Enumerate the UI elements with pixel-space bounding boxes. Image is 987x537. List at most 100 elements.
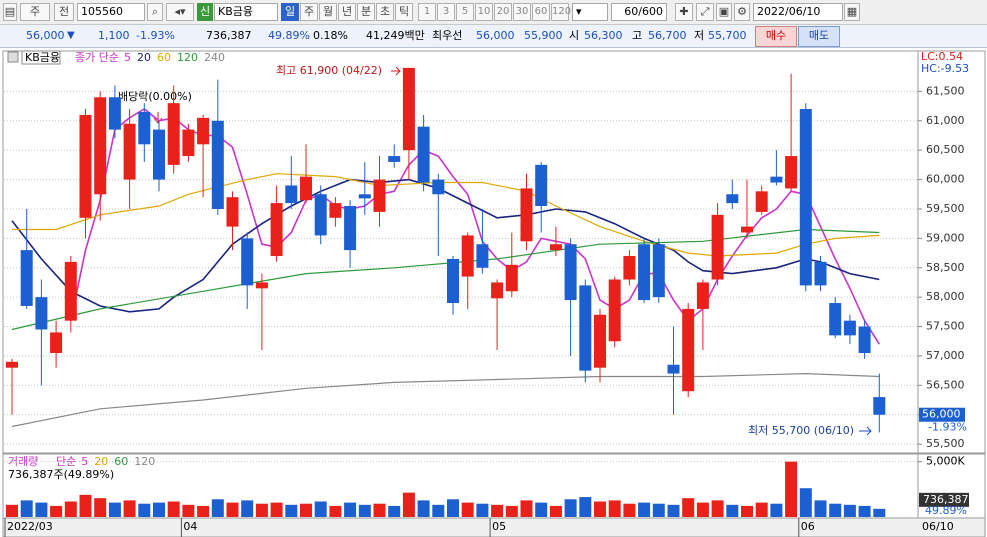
candle-body bbox=[623, 256, 636, 280]
candle-body bbox=[167, 103, 180, 165]
legend-name: KB금융 bbox=[25, 51, 60, 64]
candle-body bbox=[270, 203, 283, 256]
volume-tag bbox=[919, 492, 969, 507]
candle-body bbox=[255, 282, 268, 289]
candle-body bbox=[417, 126, 430, 183]
lc-label: LC:0.54 bbox=[921, 50, 963, 63]
interval-button[interactable]: 120 bbox=[551, 3, 571, 21]
legend-item: 120 bbox=[177, 51, 198, 64]
candle-body bbox=[388, 156, 401, 162]
period-button[interactable]: 분 bbox=[357, 3, 375, 21]
prev-button[interactable]: 전 bbox=[54, 3, 74, 21]
volume-bar bbox=[388, 505, 401, 517]
y-tick-label: 59,500 bbox=[926, 202, 965, 215]
market-select[interactable]: 주 bbox=[20, 3, 50, 21]
ma-line bbox=[11, 372, 880, 428]
save-icon[interactable]: ▣ bbox=[716, 3, 732, 21]
sound-icon[interactable]: ◂▾ bbox=[166, 3, 194, 21]
volume-bar bbox=[20, 500, 33, 517]
volume-bar bbox=[402, 492, 415, 517]
best-bid: 55,900 bbox=[524, 29, 563, 42]
high-label: 고 bbox=[632, 29, 643, 42]
amount: 41,249백만 bbox=[366, 29, 425, 42]
price: 56,000 bbox=[26, 29, 65, 42]
volume-bar bbox=[432, 504, 445, 517]
candle-body bbox=[814, 261, 827, 286]
code-input[interactable]: 105560 bbox=[77, 3, 145, 21]
volume-bar bbox=[858, 505, 871, 517]
volume-ratio: 49.89% bbox=[268, 29, 310, 42]
ma-line bbox=[11, 178, 880, 313]
ma-line bbox=[12, 173, 880, 257]
y-tick-label: 61,000 bbox=[926, 114, 965, 127]
candle-body bbox=[94, 97, 107, 195]
search-icon[interactable]: ⌕ bbox=[147, 3, 163, 21]
candle-body bbox=[35, 297, 48, 330]
high-arrow bbox=[391, 66, 401, 76]
period-button[interactable]: 초 bbox=[376, 3, 394, 21]
legend-item: 60 bbox=[157, 51, 171, 64]
hc-label: HC:-9.53 bbox=[921, 62, 969, 75]
x-tick-label: 04 bbox=[183, 520, 197, 533]
toolbar: ▤ 주 전 105560 ⌕ ◂▾ 신 KB금융 ▾ 60/600 ✚ ⤢ ▣ … bbox=[0, 0, 987, 25]
period-button[interactable]: 주 bbox=[300, 3, 318, 21]
volume-bar bbox=[314, 501, 327, 517]
count[interactable]: 60/600 bbox=[611, 3, 667, 21]
interval-button[interactable]: 3 bbox=[437, 3, 455, 21]
dropdown[interactable]: ▾ bbox=[572, 3, 608, 21]
volume-bar bbox=[829, 503, 842, 517]
menu-icon[interactable]: ▤ bbox=[3, 3, 17, 21]
interval-button[interactable]: 1 bbox=[418, 3, 436, 21]
volume-legend-item: 20 bbox=[94, 455, 108, 468]
open-label: 시 bbox=[569, 29, 580, 42]
down-arrow: ▼ bbox=[67, 30, 75, 41]
volume-bar bbox=[726, 504, 739, 517]
interval-button[interactable]: 10 bbox=[475, 3, 493, 21]
volume-bar bbox=[652, 503, 665, 517]
tool-icon[interactable]: ⤢ bbox=[696, 3, 714, 21]
candle-body bbox=[638, 244, 651, 301]
period-button[interactable]: 월 bbox=[319, 3, 337, 21]
volume-bar bbox=[182, 504, 195, 517]
period-button[interactable]: 일 bbox=[281, 3, 299, 21]
low-arrow bbox=[859, 426, 872, 436]
period-button[interactable]: 년 bbox=[338, 3, 356, 21]
y-tick-label: 60,500 bbox=[926, 143, 965, 156]
candle-body bbox=[461, 235, 474, 277]
candle-body bbox=[79, 114, 92, 218]
chart: KB금융 최고 61,900 (04/22) 최저 55,700 (06/10)… bbox=[2, 50, 986, 537]
candle-body bbox=[564, 244, 577, 301]
candle-body bbox=[138, 111, 151, 145]
best-ask: 56,000 bbox=[476, 29, 515, 42]
date[interactable]: 2022/06/10 bbox=[753, 3, 843, 21]
volume-bar bbox=[741, 505, 753, 517]
candle-body bbox=[344, 206, 357, 251]
volume-pct: 49.89% bbox=[925, 504, 967, 517]
buy-button[interactable]: 매수 bbox=[755, 26, 797, 47]
quote-bar: 56,000 ▼ 1,100 -1.93% 736,387 49.89% 0.1… bbox=[0, 25, 987, 48]
sell-button[interactable]: 매도 bbox=[798, 26, 840, 47]
candle-body bbox=[432, 179, 445, 195]
interval-button[interactable]: 5 bbox=[456, 3, 474, 21]
candle-body bbox=[667, 364, 680, 374]
volume-bar bbox=[285, 504, 298, 517]
last-date: 06/10 bbox=[922, 520, 954, 533]
volume-bar bbox=[373, 503, 386, 517]
y-tick-label: 55,500 bbox=[926, 437, 965, 450]
candle-body bbox=[652, 244, 665, 298]
interval-button[interactable]: 60 bbox=[532, 3, 550, 21]
candle-body bbox=[300, 176, 312, 201]
period-button[interactable]: 틱 bbox=[395, 3, 413, 21]
price-tag-label: 56,000 bbox=[922, 408, 961, 421]
interval-button[interactable]: 30 bbox=[513, 3, 531, 21]
tool-icon[interactable]: ✚ bbox=[675, 3, 693, 21]
settings-icon[interactable]: ⚙ bbox=[734, 3, 750, 21]
stock-name: KB금융 bbox=[214, 3, 278, 21]
y-tick-label: 57,000 bbox=[926, 349, 965, 362]
x-tick-label: 05 bbox=[492, 520, 506, 533]
interval-button[interactable]: 20 bbox=[494, 3, 512, 21]
volume-bar bbox=[344, 502, 357, 517]
calendar-icon[interactable]: ▦ bbox=[844, 3, 860, 21]
volume-bar bbox=[108, 502, 121, 517]
volume-legend-prefix: 단순 bbox=[56, 455, 76, 468]
